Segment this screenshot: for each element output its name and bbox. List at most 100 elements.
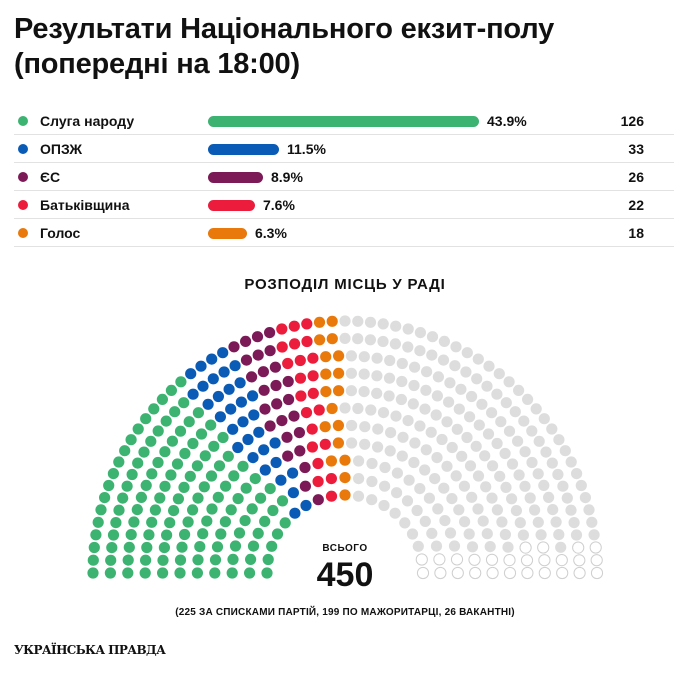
- seat: [371, 370, 383, 382]
- seat: [365, 404, 377, 416]
- seat: [570, 529, 583, 541]
- seat: [414, 483, 426, 495]
- seat: [279, 517, 291, 529]
- seat: [294, 372, 307, 384]
- seat: [583, 504, 595, 516]
- seat: [450, 341, 462, 353]
- seat-count: 22: [628, 197, 644, 213]
- vote-share-bar: [208, 228, 247, 239]
- seat: [332, 419, 344, 432]
- seat: [269, 361, 281, 373]
- seat: [390, 320, 402, 332]
- seat: [125, 529, 137, 541]
- seat: [352, 315, 364, 327]
- seat: [443, 396, 455, 408]
- seat: [192, 407, 204, 419]
- seat-count: 33: [628, 141, 644, 157]
- seat: [575, 479, 587, 492]
- seat: [339, 454, 351, 466]
- seat: [448, 540, 461, 552]
- seat: [444, 377, 456, 389]
- seat: [503, 425, 516, 437]
- seat: [510, 505, 522, 517]
- party-name: ОПЗЖ: [40, 141, 83, 157]
- seat: [247, 452, 259, 464]
- seat: [352, 402, 364, 415]
- seat: [245, 553, 257, 565]
- seat: [453, 504, 465, 516]
- seat: [463, 528, 475, 540]
- seat: [530, 403, 542, 415]
- seat: [472, 470, 485, 482]
- seat: [389, 338, 401, 350]
- seat: [262, 553, 274, 566]
- seat: [472, 353, 484, 365]
- seat: [237, 460, 249, 472]
- seat: [132, 423, 144, 435]
- seats-footnote: (225 ЗА СПИСКАМИ ПАРТІЙ, 199 ПО МАЖОРИТА…: [175, 607, 515, 618]
- seat: [300, 407, 313, 419]
- seat: [358, 386, 370, 398]
- seat: [430, 540, 443, 552]
- seat: [99, 492, 111, 504]
- seat: [411, 504, 423, 517]
- seat: [271, 398, 283, 410]
- seat: [220, 480, 232, 492]
- seat: [384, 445, 396, 457]
- seat: [313, 404, 325, 416]
- seat: [206, 503, 218, 515]
- seat: [246, 371, 258, 383]
- seat: [252, 349, 264, 361]
- seat: [169, 406, 181, 418]
- seat: [484, 541, 496, 553]
- seat: [217, 431, 229, 444]
- seat-vacant: [520, 554, 534, 567]
- seat: [165, 384, 177, 396]
- seat: [546, 423, 558, 435]
- seat: [113, 504, 125, 516]
- seat: [208, 440, 220, 452]
- seat: [421, 366, 433, 378]
- seat: [391, 487, 403, 499]
- vote-share-label: 43.9%: [487, 113, 527, 129]
- seat: [126, 468, 138, 481]
- seat: [246, 503, 258, 515]
- seat: [423, 492, 435, 504]
- seat-vacant: [451, 566, 464, 580]
- seat: [499, 528, 511, 541]
- seat: [206, 353, 218, 365]
- seat: [240, 354, 253, 366]
- seat: [141, 541, 153, 554]
- seat: [372, 423, 384, 435]
- seat: [414, 327, 426, 339]
- vote-share-bar: [208, 172, 263, 183]
- seat: [339, 402, 351, 414]
- party-name: Слуга народу: [40, 113, 135, 129]
- seat: [212, 491, 224, 503]
- seat: [383, 390, 395, 402]
- seat: [406, 528, 419, 540]
- seat: [377, 335, 389, 348]
- seat: [287, 467, 299, 479]
- seat: [553, 529, 565, 541]
- seat: [444, 527, 457, 539]
- seat: [159, 446, 171, 458]
- legend-dot: [18, 116, 28, 126]
- seat: [326, 333, 338, 345]
- seat: [249, 473, 261, 485]
- seat: [420, 384, 432, 396]
- seat-vacant: [469, 566, 482, 580]
- seat-vacant: [415, 553, 428, 566]
- seat: [326, 402, 338, 415]
- seat: [276, 415, 288, 427]
- seat: [259, 403, 271, 415]
- seat: [227, 423, 239, 435]
- seat: [132, 457, 144, 469]
- seat: [264, 483, 276, 495]
- seat: [366, 457, 378, 470]
- seat: [391, 467, 403, 479]
- seat: [312, 475, 324, 488]
- seat: [152, 456, 164, 469]
- seat: [225, 504, 237, 516]
- seat: [456, 450, 468, 462]
